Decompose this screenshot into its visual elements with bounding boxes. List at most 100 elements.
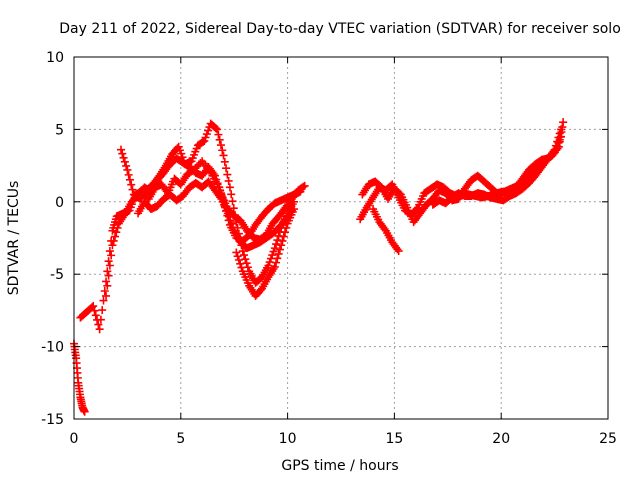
data-point: [549, 147, 558, 156]
data-point: [89, 302, 98, 311]
data-point: [94, 320, 103, 329]
data-points: [70, 118, 568, 416]
x-tick-label: 0: [70, 431, 79, 447]
data-point: [202, 130, 211, 139]
data-point: [240, 251, 249, 260]
data-point: [175, 146, 184, 155]
data-point: [104, 271, 113, 280]
data-point: [232, 218, 241, 227]
data-point: [223, 209, 232, 218]
data-point: [273, 254, 282, 263]
data-point: [380, 225, 389, 234]
data-point: [102, 291, 111, 300]
series-track-1: [70, 339, 89, 416]
data-point: [237, 263, 246, 272]
data-point: [290, 205, 299, 214]
data-point: [223, 170, 232, 179]
y-tick-label: -15: [41, 412, 64, 428]
data-point: [216, 193, 225, 202]
data-point: [222, 164, 231, 173]
data-point: [554, 133, 563, 142]
data-point: [269, 247, 278, 256]
data-point: [118, 149, 127, 158]
data-point: [211, 124, 220, 133]
y-axis: -15 -10 -5 0 5 10: [41, 50, 608, 428]
data-point: [90, 306, 99, 315]
y-tick-label: -5: [50, 267, 64, 283]
y-tick-label: 5: [55, 122, 64, 138]
data-point: [394, 247, 403, 256]
data-point: [174, 142, 183, 151]
data-point: [551, 141, 560, 150]
data-point: [113, 223, 122, 232]
data-point: [550, 145, 559, 154]
data-point: [300, 181, 309, 190]
data-point: [98, 306, 107, 315]
data-point: [105, 247, 114, 256]
data-point: [232, 248, 241, 257]
data-point: [108, 241, 117, 250]
y-tick-label: 0: [55, 195, 64, 211]
data-point: [212, 175, 221, 184]
x-axis-label: GPS time / hours: [281, 458, 398, 474]
data-point: [553, 137, 562, 146]
data-point: [279, 232, 288, 241]
data-point: [272, 240, 281, 249]
data-point: [96, 315, 105, 324]
series-track-10: [428, 125, 566, 209]
data-point: [80, 407, 89, 416]
data-point: [120, 157, 129, 166]
data-point: [278, 236, 287, 245]
series-track-6: [232, 205, 299, 300]
data-point: [111, 232, 120, 241]
y-tick-label: 10: [46, 50, 64, 66]
data-point: [268, 251, 277, 260]
data-point: [125, 175, 134, 184]
data-point: [282, 223, 291, 232]
data-point: [218, 146, 227, 155]
data-point: [299, 182, 308, 191]
data-point: [277, 241, 286, 250]
data-point: [127, 180, 136, 189]
data-point: [124, 170, 133, 179]
data-point: [213, 179, 222, 188]
data-point: [100, 286, 109, 295]
data-point: [99, 296, 108, 305]
data-point: [270, 244, 279, 253]
x-axis: 0 5 10 15 20 25: [70, 57, 617, 447]
x-tick-label: 15: [385, 431, 403, 447]
x-tick-label: 25: [599, 431, 617, 447]
x-tick-label: 5: [176, 431, 185, 447]
x-tick-label: 20: [492, 431, 510, 447]
data-point: [270, 262, 279, 271]
chart-title: Day 211 of 2022, Sidereal Day-to-day VTE…: [59, 21, 621, 37]
data-point: [119, 153, 128, 162]
data-point: [225, 212, 234, 221]
data-point: [213, 125, 222, 134]
data-point: [103, 267, 112, 276]
data-point: [231, 211, 240, 220]
data-point: [241, 255, 250, 264]
data-point: [104, 257, 113, 266]
data-point: [102, 277, 111, 286]
data-point: [178, 153, 187, 162]
data-point: [228, 197, 237, 206]
data-point: [209, 169, 218, 178]
data-point: [272, 258, 281, 267]
data-point: [557, 125, 566, 134]
data-point: [204, 126, 213, 135]
y-tick-label: -10: [41, 340, 64, 356]
data-point: [214, 130, 223, 139]
data-point: [234, 256, 243, 265]
data-point: [233, 252, 242, 261]
data-point: [273, 236, 282, 245]
data-point: [227, 219, 236, 228]
data-point: [200, 136, 209, 145]
data-point: [220, 157, 229, 166]
data-point: [95, 325, 104, 334]
data-point: [91, 311, 100, 320]
data-point: [274, 249, 283, 258]
data-point: [559, 118, 568, 127]
x-tick-label: 10: [279, 431, 297, 447]
